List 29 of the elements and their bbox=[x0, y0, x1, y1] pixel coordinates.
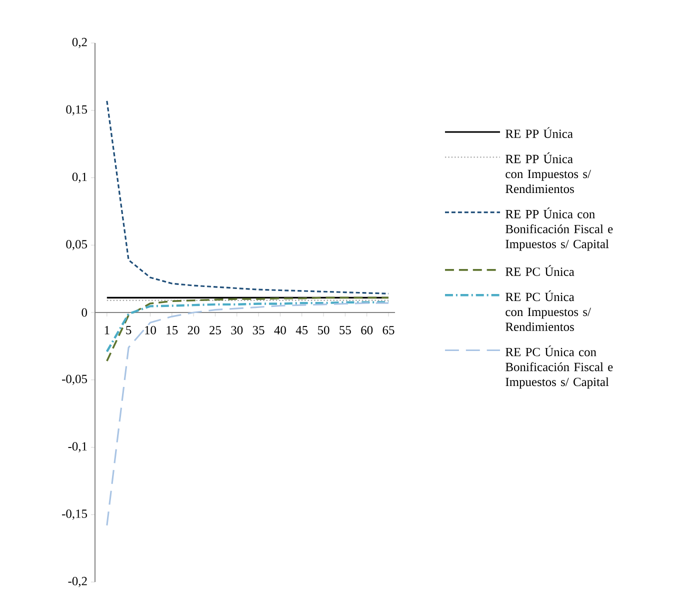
y-tick-label: -0,05 bbox=[62, 374, 88, 385]
y-tick-label: 0,05 bbox=[66, 240, 88, 250]
legend-label: RE PP Única con Bonificación Fiscal e Impuestos s/ Capital bbox=[506, 208, 613, 251]
y-tick-label: -0,1 bbox=[68, 442, 87, 452]
legend-label: RE PC Única bbox=[506, 265, 574, 276]
y-tick-label: -0,15 bbox=[62, 510, 88, 520]
x-tick-label: 5 bbox=[126, 326, 132, 334]
y-tick-label: 0 bbox=[82, 308, 88, 317]
legend-label: RE PC Única con Impuestos s/ Rendimientos bbox=[506, 290, 591, 332]
x-tick-label: 45 bbox=[296, 326, 308, 334]
y-tick-label: 0,15 bbox=[66, 105, 88, 116]
x-tick-label: 10 bbox=[145, 326, 156, 334]
x-tick-label: 15 bbox=[166, 326, 178, 334]
x-tick-label: 25 bbox=[210, 326, 221, 334]
legend-label: RE PC Única con Bonificación Fiscal e Impuestos s/ Capital bbox=[506, 345, 613, 389]
legend-label: RE PP Única bbox=[506, 127, 573, 138]
x-tick-label: 60 bbox=[361, 326, 373, 334]
x-tick-label: 50 bbox=[318, 326, 330, 334]
legend-label: RE PP Única con Impuestos s/ Rendimientos bbox=[506, 152, 591, 194]
y-tick-label: 0,2 bbox=[72, 38, 87, 48]
x-tick-label: 35 bbox=[252, 326, 264, 334]
y-tick-label: -0,2 bbox=[68, 576, 87, 588]
x-tick-label: 65 bbox=[382, 326, 394, 334]
x-tick-label: 1 bbox=[104, 326, 110, 334]
y-tick-label: 0,1 bbox=[72, 172, 87, 183]
x-tick-label: 40 bbox=[274, 326, 286, 334]
x-tick-label: 30 bbox=[231, 326, 243, 334]
x-tick-label: 20 bbox=[188, 326, 200, 334]
x-tick-label: 55 bbox=[340, 326, 351, 334]
